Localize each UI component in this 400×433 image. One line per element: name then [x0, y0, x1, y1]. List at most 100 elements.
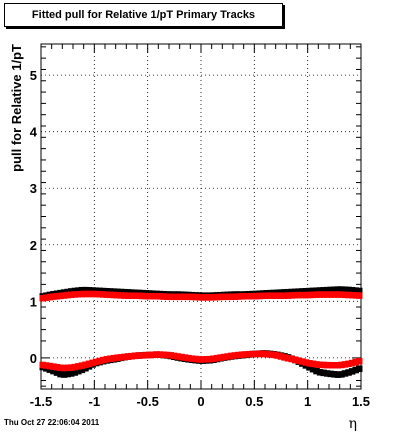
data-point	[348, 359, 356, 367]
data-point	[60, 292, 68, 299]
data-point	[274, 292, 281, 299]
data-point	[270, 351, 278, 359]
data-point	[199, 294, 207, 301]
data-point	[242, 351, 249, 358]
data-point	[252, 292, 260, 300]
data-point	[146, 292, 153, 300]
y-tick-label: 0	[30, 351, 37, 366]
data-point	[323, 286, 331, 294]
data-point	[46, 362, 54, 370]
data-point	[252, 350, 260, 358]
data-point	[163, 293, 171, 300]
data-point	[210, 294, 217, 301]
data-point	[195, 356, 203, 363]
data-point	[82, 365, 89, 372]
data-point	[299, 288, 306, 295]
data-point	[316, 291, 324, 298]
data-point	[263, 292, 271, 299]
data-point	[245, 350, 253, 358]
data-point	[89, 287, 96, 294]
data-point	[103, 291, 111, 298]
data-point	[60, 371, 68, 378]
data-point	[99, 287, 107, 295]
data-point	[64, 364, 71, 372]
data-point	[281, 354, 288, 361]
data-point	[306, 291, 313, 299]
data-point	[82, 361, 89, 369]
x-axis-label: η	[349, 416, 357, 432]
data-point	[235, 293, 242, 300]
axis-ticks	[40, 44, 362, 389]
data-point	[57, 370, 64, 378]
data-point	[316, 369, 324, 376]
data-point	[331, 286, 338, 293]
data-point	[316, 361, 324, 369]
data-point	[107, 355, 114, 362]
data-point	[309, 291, 317, 299]
data-point	[281, 289, 288, 296]
data-point	[156, 351, 164, 358]
data-point	[167, 293, 175, 301]
data-point	[245, 292, 253, 300]
data-point	[348, 286, 356, 294]
data-point	[39, 361, 47, 369]
data-point	[160, 293, 167, 300]
data-point	[259, 350, 267, 358]
data-point	[220, 353, 228, 361]
data-point	[188, 355, 196, 362]
data-point	[195, 294, 203, 301]
data-point	[46, 366, 54, 373]
data-point	[78, 366, 86, 374]
data-point	[92, 358, 100, 366]
data-point	[85, 290, 93, 298]
data-point	[139, 292, 146, 300]
data-point	[121, 353, 128, 361]
data-point	[355, 357, 363, 365]
data-point	[75, 291, 82, 298]
data-point	[259, 292, 267, 300]
data-point	[57, 292, 64, 300]
data-point	[185, 293, 192, 301]
data-point	[299, 291, 306, 299]
data-point	[124, 292, 132, 299]
data-point	[67, 288, 75, 295]
data-point	[64, 370, 71, 378]
data-point	[135, 292, 143, 300]
data-point	[213, 293, 221, 301]
data-point	[263, 350, 271, 358]
data-point	[92, 287, 100, 294]
data-point	[181, 354, 189, 361]
data-point	[231, 293, 239, 300]
data-point	[142, 292, 150, 300]
data-point	[114, 354, 121, 361]
y-tick-label: 4	[30, 125, 38, 140]
data-point	[156, 293, 164, 300]
data-point	[57, 364, 64, 372]
data-point	[277, 292, 285, 299]
data-point	[171, 293, 178, 301]
data-point	[274, 352, 281, 359]
data-point	[67, 370, 75, 377]
data-point	[71, 287, 79, 295]
data-point	[149, 351, 157, 359]
data-point	[284, 288, 292, 296]
data-point	[174, 293, 182, 301]
data-point	[295, 357, 303, 364]
data-point	[50, 367, 57, 375]
data-point	[338, 371, 345, 378]
data-point	[75, 367, 82, 375]
data-point	[110, 291, 118, 299]
data-point	[302, 288, 310, 295]
data-point	[128, 292, 135, 299]
data-point	[267, 351, 274, 358]
data-point	[178, 293, 185, 301]
data-point	[160, 351, 167, 359]
data-point	[124, 289, 132, 296]
data-point	[345, 369, 352, 376]
data-point	[327, 361, 335, 369]
data-point	[235, 351, 242, 359]
data-point	[192, 355, 199, 363]
data-point	[153, 351, 160, 358]
data-point	[78, 290, 86, 298]
data-point	[185, 354, 192, 362]
